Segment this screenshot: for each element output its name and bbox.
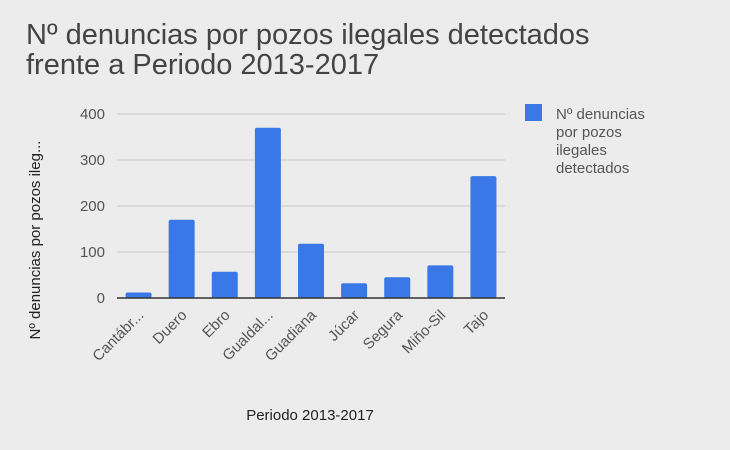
x-tick-label: Cantábr... (89, 307, 147, 365)
y-axis-title: Nº denuncias por pozos ileg... (27, 141, 44, 340)
y-tick-label: 100 (80, 244, 105, 261)
legend-label: ilegales (556, 142, 607, 159)
chart-title-line-1: Nº denuncias por pozos ilegales detectad… (26, 19, 590, 51)
bar (427, 265, 454, 298)
legend-label: por pozos (556, 124, 622, 141)
y-tick-label: 200 (80, 198, 105, 215)
bar (168, 219, 195, 298)
bar (341, 283, 368, 298)
x-tick-label: Duero (150, 307, 191, 348)
y-tick-label: 300 (80, 152, 105, 169)
x-axis-title: Periodo 2013-2017 (246, 407, 374, 424)
x-tick-label: Miño-Sil (399, 307, 449, 357)
legend-label: detectados (556, 160, 629, 177)
x-tick-label: Tajo (461, 307, 492, 338)
bar (211, 271, 238, 298)
bar (470, 176, 497, 298)
chart-title-line-2: frente a Periodo 2013-2017 (26, 49, 380, 81)
bar (384, 277, 411, 298)
bar (254, 127, 281, 298)
y-tick-label: 400 (80, 106, 105, 123)
legend-label: Nº denuncias (556, 106, 645, 123)
chart-title: Nº denuncias por pozos ilegales detectad… (26, 20, 590, 80)
x-tick-label: Júcar (325, 307, 363, 345)
x-tick-label: Ebro (199, 307, 233, 341)
bar (298, 243, 324, 298)
legend-swatch (525, 104, 542, 121)
y-tick-label: 0 (97, 290, 105, 307)
bar (125, 292, 152, 298)
